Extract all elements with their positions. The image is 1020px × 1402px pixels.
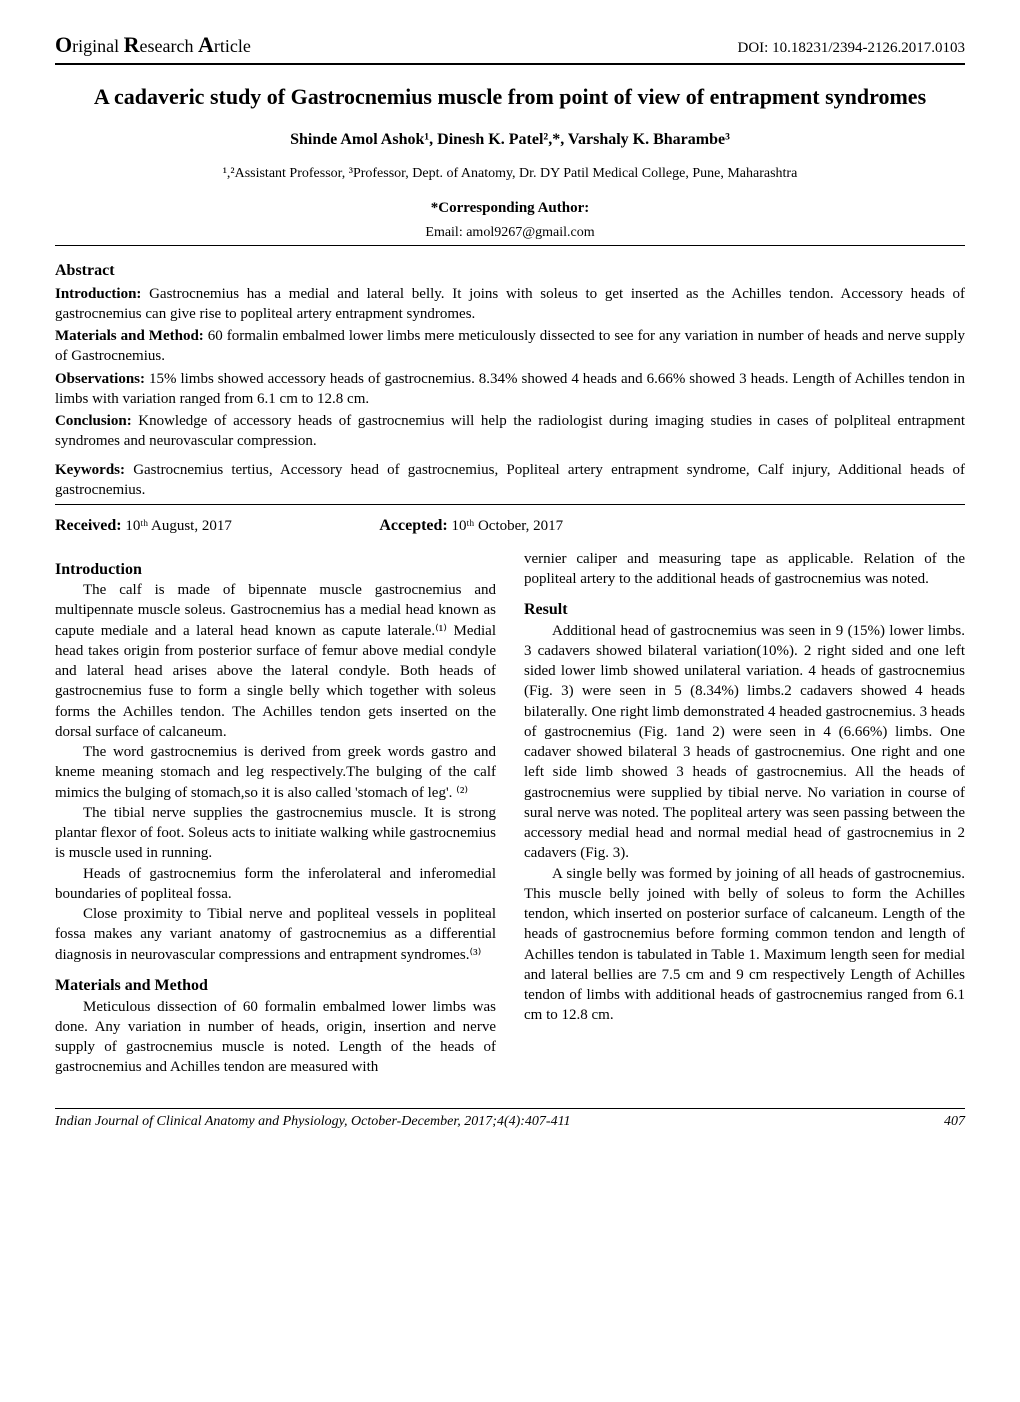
keywords-label: Keywords: (55, 462, 125, 478)
keywords-text: Gastrocnemius tertius, Accessory head of… (55, 462, 965, 498)
journal-label: Original Research Article (55, 30, 251, 60)
txt-riginal: riginal (72, 36, 124, 56)
abstract-intro-text: Gastrocnemius has a medial and lateral b… (55, 286, 965, 322)
dates-row: Received: 10ᵗʰ August, 2017 Accepted: 10… (55, 515, 965, 537)
corresponding-label: *Corresponding Author: (431, 200, 590, 216)
right-top-continuation: vernier caliper and measuring tape as ap… (524, 549, 965, 590)
received-val: 10ᵗʰ August, 2017 (122, 518, 232, 534)
result-head: Result (524, 599, 965, 621)
cap-o: O (55, 32, 72, 57)
mm-p1: Meticulous dissection of 60 formalin emb… (55, 997, 496, 1078)
authors-line: Shinde Amol Ashok¹, Dinesh K. Patel²,*, … (55, 129, 965, 151)
footer-page: 407 (944, 1113, 965, 1132)
intro-head: Introduction (55, 559, 496, 581)
received-label: Received: (55, 517, 122, 534)
doi-text: DOI: 10.18231/2394-2126.2017.0103 (738, 38, 966, 58)
intro-p4: Heads of gastrocnemius form the inferola… (55, 864, 496, 905)
abstract-intro-label: Introduction: (55, 286, 141, 302)
article-title: A cadaveric study of Gastrocnemius muscl… (55, 83, 965, 112)
accepted-label: Accepted: (379, 517, 447, 534)
abstract-obs-text: 15% limbs showed accessory heads of gast… (55, 371, 965, 407)
accepted-val: 10ᵗʰ October, 2017 (448, 518, 563, 534)
cap-r: R (124, 32, 140, 57)
affiliation-line: ¹,²Assistant Professor, ³Professor, Dept… (55, 165, 965, 184)
corresponding-block: *Corresponding Author: (55, 198, 965, 218)
abstract-conc-label: Conclusion: (55, 413, 132, 429)
abstract-conc-text: Knowledge of accessory heads of gastrocn… (55, 413, 965, 449)
corresponding-email-row: Email: amol9267@gmail.com (55, 224, 965, 246)
intro-p3: The tibial nerve supplies the gastrocnem… (55, 803, 496, 864)
abstract-obs: Observations: 15% limbs showed accessory… (55, 369, 965, 410)
header-bar: Original Research Article DOI: 10.18231/… (55, 30, 965, 65)
txt-rticle: rticle (214, 36, 251, 56)
right-column: vernier caliper and measuring tape as ap… (524, 549, 965, 1078)
abstract-intro: Introduction: Gastrocnemius has a medial… (55, 284, 965, 325)
result-p2: A single belly was formed by joining of … (524, 864, 965, 1026)
abstract-obs-label: Observations: (55, 371, 145, 387)
result-p1: Additional head of gastrocnemius was see… (524, 621, 965, 864)
footer-journal: Indian Journal of Clinical Anatomy and P… (55, 1113, 571, 1132)
abstract-mm: Materials and Method: 60 formalin embalm… (55, 326, 965, 367)
keywords-line: Keywords: Gastrocnemius tertius, Accesso… (55, 460, 965, 506)
abstract-head: Abstract (55, 260, 965, 282)
cap-a: A (198, 32, 214, 57)
footer-bar: Indian Journal of Clinical Anatomy and P… (55, 1108, 965, 1132)
intro-p2: The word gastrocnemius is derived from g… (55, 742, 496, 803)
left-column: Introduction The calf is made of bipenna… (55, 549, 496, 1078)
abstract-conc: Conclusion: Knowledge of accessory heads… (55, 411, 965, 452)
abstract-mm-label: Materials and Method: (55, 328, 204, 344)
abstract-body: Introduction: Gastrocnemius has a medial… (55, 284, 965, 452)
mm-head: Materials and Method (55, 975, 496, 997)
txt-esearch: esearch (140, 36, 198, 56)
body-columns: Introduction The calf is made of bipenna… (55, 549, 965, 1078)
intro-p1: The calf is made of bipennate muscle gas… (55, 580, 496, 742)
intro-p5: Close proximity to Tibial nerve and popl… (55, 904, 496, 965)
